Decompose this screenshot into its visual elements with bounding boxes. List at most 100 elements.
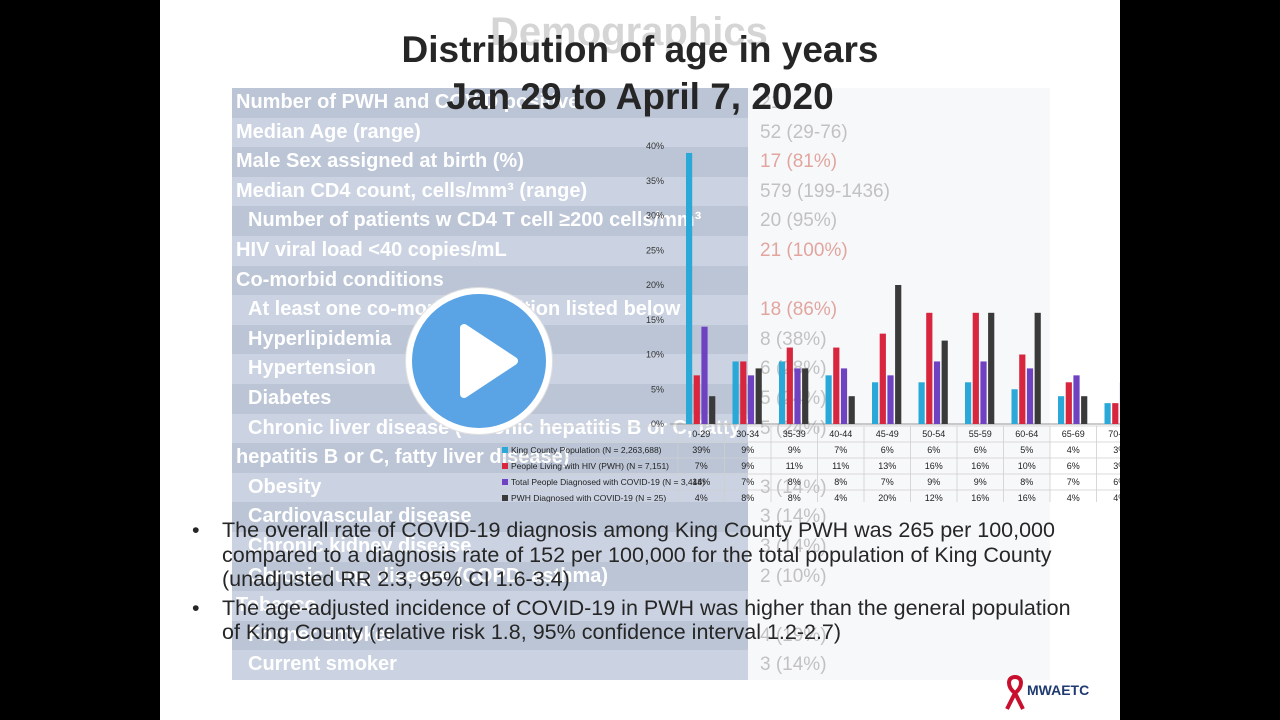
bg-table-value bbox=[748, 591, 1050, 621]
data-label: 6% bbox=[974, 445, 987, 455]
data-label: 6% bbox=[881, 445, 894, 455]
bg-table-label: Chronic lung disease (COPD, asthma) bbox=[232, 561, 748, 592]
y-tick-label: 5% bbox=[651, 384, 664, 394]
data-label: 4% bbox=[834, 493, 847, 502]
y-tick-label: 25% bbox=[646, 245, 664, 255]
data-label: 5% bbox=[1020, 445, 1033, 455]
bg-table-row: Former smoker 4 (19%) bbox=[232, 620, 1050, 651]
bullet-item: • The age-adjusted incidence of COVID-19 … bbox=[192, 596, 1092, 645]
legend-label: PWH Diagnosed with COVID-19 (N = 25) bbox=[511, 493, 666, 502]
bg-table-value: 21 bbox=[748, 88, 1050, 118]
data-label: 4% bbox=[1067, 493, 1080, 502]
bar bbox=[879, 333, 886, 424]
bg-table-row: Chronic kidney disease 3 (14%) bbox=[232, 531, 1050, 562]
legend-swatch bbox=[502, 495, 508, 501]
bar bbox=[1112, 403, 1119, 424]
data-label: 8% bbox=[788, 477, 801, 487]
bar bbox=[825, 375, 832, 424]
age-distribution-chart: 0% 5% 10% 15% 20% 25% 30% 35% 40% 0-29 30-34 35-39 4… bbox=[500, 141, 1120, 502]
bar bbox=[786, 347, 793, 424]
play-icon bbox=[460, 324, 518, 398]
x-tick-label: 60-64 bbox=[1015, 429, 1038, 439]
bg-table-label: Chronic kidney disease bbox=[232, 531, 748, 562]
x-tick-label: 35-39 bbox=[783, 429, 806, 439]
data-label: 9% bbox=[974, 477, 987, 487]
red-ribbon-icon bbox=[1005, 675, 1025, 710]
bg-table-label: Current smoker bbox=[232, 650, 748, 680]
data-label: 4% bbox=[1067, 445, 1080, 455]
data-label: 4% bbox=[695, 493, 708, 502]
data-label: 16% bbox=[971, 461, 989, 471]
y-tick-label: 10% bbox=[646, 350, 664, 360]
bg-table-row: Median CD4 count, cells/mm³ (range) 579 (… bbox=[232, 176, 1050, 207]
bg-table-value: 3 (14%) bbox=[748, 502, 1050, 532]
bar bbox=[701, 326, 708, 424]
bg-table-value: 17 (81%) bbox=[748, 147, 1050, 177]
data-label: 7% bbox=[741, 477, 754, 487]
bar bbox=[779, 361, 786, 424]
bar bbox=[1065, 382, 1072, 424]
bar bbox=[1058, 396, 1065, 424]
bar bbox=[988, 312, 995, 424]
bar bbox=[794, 368, 801, 424]
bar bbox=[732, 361, 739, 424]
bullet-text: The age-adjusted incidence of COVID-19 i… bbox=[222, 595, 1071, 645]
y-tick-label: 40% bbox=[646, 141, 664, 151]
data-label: 7% bbox=[881, 477, 894, 487]
bg-table-value: 3 (14%) bbox=[748, 650, 1050, 680]
legend-swatch bbox=[502, 447, 508, 453]
bg-table-label: Former smoker bbox=[232, 620, 748, 651]
data-label: 11% bbox=[832, 461, 849, 471]
data-label: 8% bbox=[741, 493, 754, 502]
data-label: 10% bbox=[1018, 461, 1036, 471]
legend-label: King County Population (N = 2,263,688) bbox=[511, 445, 662, 455]
bg-table-row: Number of PWH and COVID positive 21 bbox=[232, 88, 1050, 118]
bullet-item: • The overall rate of COVID-19 diagnosis … bbox=[192, 518, 1092, 592]
bar bbox=[933, 361, 941, 424]
data-label: 6% bbox=[1067, 461, 1080, 471]
title-line-2: Jan 29 to April 7, 2020 bbox=[446, 76, 834, 117]
bg-table-row: Median Age (range) 52 (29-76) bbox=[232, 117, 1050, 148]
x-tick-label: 65-69 bbox=[1062, 429, 1085, 439]
legend-label: People Living with HIV (PWH) (N = 7,151) bbox=[511, 461, 669, 471]
bar bbox=[709, 396, 716, 424]
bar bbox=[972, 312, 979, 424]
bg-table-row: HIV viral load <40 copies/mL 21 (100%) bbox=[232, 235, 1050, 266]
data-label: 8% bbox=[788, 493, 801, 502]
data-label: 7% bbox=[1067, 477, 1080, 487]
bg-table-value: 579 (199-1436) bbox=[748, 176, 1050, 207]
bg-table-label: Male Sex assigned at birth (%) bbox=[232, 147, 748, 177]
data-label: 39% bbox=[692, 445, 710, 455]
bg-table-value: 20 (95%) bbox=[748, 206, 1050, 236]
bullet-list: • The overall rate of COVID-19 diagnosis … bbox=[192, 518, 1092, 649]
title-line-1: Distribution of age in years bbox=[401, 29, 879, 70]
y-tick-label: 35% bbox=[646, 176, 664, 186]
bar bbox=[747, 375, 755, 424]
bar bbox=[848, 396, 855, 424]
bar bbox=[1034, 312, 1041, 424]
bg-table-value: 3 (14%) bbox=[748, 531, 1050, 562]
x-tick-label: 45-49 bbox=[876, 429, 899, 439]
bullet-text: The overall rate of COVID-19 diagnosis a… bbox=[222, 518, 1055, 591]
bg-table-label: Cardiovascular disease bbox=[232, 502, 748, 532]
data-label: 12% bbox=[925, 493, 943, 502]
x-tick-label: 0-29 bbox=[692, 429, 710, 439]
data-label: 16% bbox=[925, 461, 943, 471]
bg-table-row: Cardiovascular disease 3 (14%) bbox=[232, 502, 1050, 532]
bg-table-label: HIV viral load <40 copies/mL bbox=[232, 235, 748, 266]
bg-table-row: Chronic lung disease (COPD, asthma) 2 (10… bbox=[232, 561, 1050, 592]
bar bbox=[1073, 375, 1080, 424]
bar bbox=[941, 340, 948, 424]
bg-table-value: 21 (100%) bbox=[748, 235, 1050, 266]
bg-table-value: 2 (10%) bbox=[748, 561, 1050, 592]
play-button[interactable] bbox=[406, 288, 552, 434]
background-slide-title: Demographics bbox=[490, 10, 768, 54]
bar bbox=[833, 347, 840, 424]
data-label: 7% bbox=[834, 445, 847, 455]
data-label: 6% bbox=[1113, 477, 1120, 487]
data-label: 4% bbox=[1113, 493, 1120, 502]
data-label: 14% bbox=[692, 477, 710, 487]
data-label: 3% bbox=[1113, 445, 1120, 455]
bar bbox=[1019, 354, 1026, 424]
bg-table-row: Current smoker 3 (14%) bbox=[232, 650, 1050, 680]
